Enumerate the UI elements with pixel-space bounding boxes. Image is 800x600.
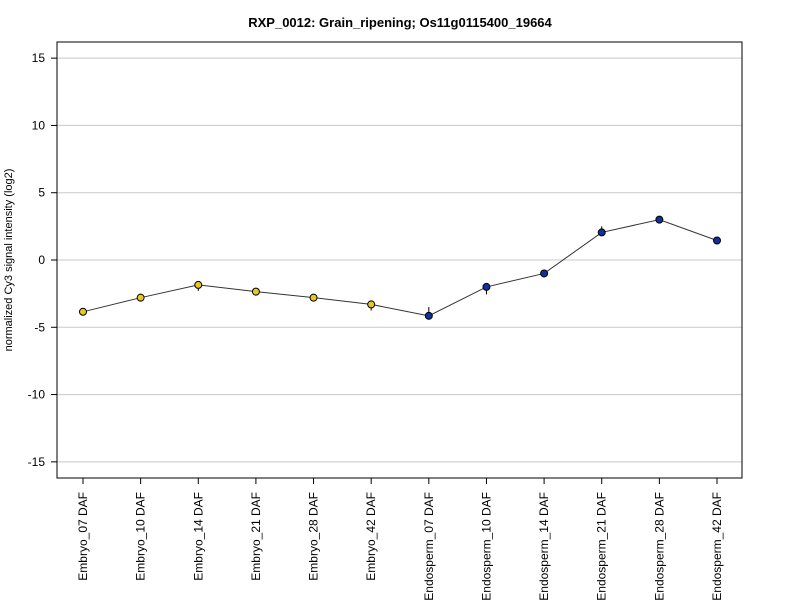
x-tick-label: Endosperm_28 DAF [652,492,666,600]
plot-frame [56,41,743,479]
data-point [136,293,145,302]
x-tick-label: Embryo_21 DAF [249,492,263,581]
data-point [713,236,721,245]
y-tick-label: 15 [32,51,46,65]
data-point [309,293,318,302]
x-tick-label: Endosperm_14 DAF [537,492,551,600]
x-tick-label: Endosperm_10 DAF [479,492,493,600]
data-point [251,287,260,296]
y-axis-label: normalized Cy3 signal intensity (log2) [3,169,15,352]
x-tick-label: Embryo_28 DAF [307,492,321,581]
gridlines [57,57,742,463]
series-line [82,219,718,317]
x-axis: Embryo_07 DAF Embryo_10 DAF Embryo_14 DAF E… [76,478,724,600]
chart-title: RXP_0012: Grain_ripening; Os11g0115400_1… [248,15,552,30]
y-tick-label: 0 [38,253,45,267]
data-point [424,311,433,320]
data-point [367,300,376,309]
x-tick-label: Endosperm_07 DAF [422,492,436,600]
x-tick-label: Embryo_42 DAF [364,492,378,581]
y-tick-label: 5 [38,186,45,200]
y-tick-label: -15 [28,455,46,469]
x-tick-label: Embryo_10 DAF [134,492,148,581]
x-tick-label: Endosperm_42 DAF [710,492,724,600]
y-tick-label: -10 [28,388,46,402]
x-tick-label: Embryo_14 DAF [191,492,205,581]
data-point [79,307,87,316]
y-tick-label: 10 [32,118,46,132]
x-tick-label: Endosperm_21 DAF [595,492,609,600]
y-axis: -15 -10 -5 0 5 10 15 [28,51,57,469]
data-point [655,215,664,224]
data-point [194,280,203,289]
data-point [597,228,606,237]
series [79,215,721,320]
y-tick-label: -5 [34,320,45,334]
x-tick-label: Embryo_07 DAF [76,492,90,581]
data-point [482,282,491,291]
data-point [540,269,549,278]
